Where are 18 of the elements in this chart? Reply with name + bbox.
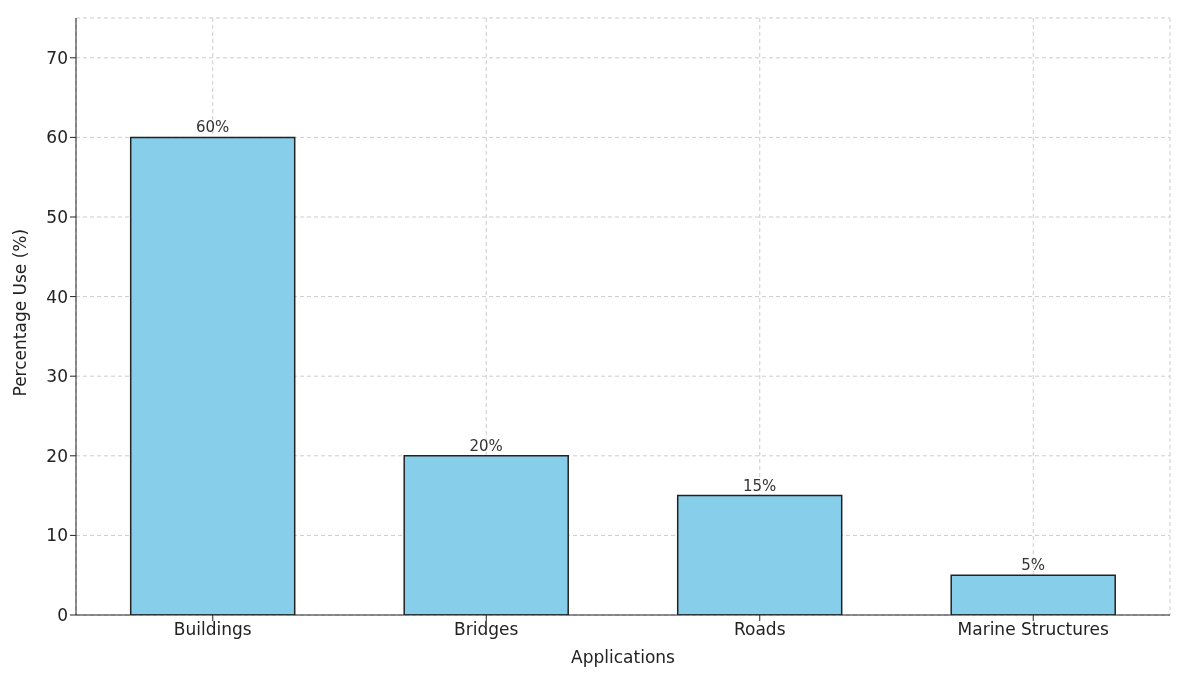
y-tick-label: 70 bbox=[46, 47, 68, 68]
x-tick-label: Buildings bbox=[173, 619, 252, 640]
y-tick-label: 60 bbox=[46, 127, 68, 148]
y-tick-label: 50 bbox=[46, 207, 68, 228]
x-tick-label: Marine Structures bbox=[957, 619, 1110, 640]
y-tick-label: 40 bbox=[46, 286, 68, 307]
y-tick-label: 10 bbox=[46, 525, 68, 546]
y-tick-label: 0 bbox=[57, 605, 68, 626]
y-tick-label: 30 bbox=[46, 366, 68, 387]
x-axis-title: Applications bbox=[571, 647, 676, 667]
x-tick-label: Roads bbox=[733, 619, 786, 640]
data-label: 60% bbox=[196, 118, 230, 137]
x-tick-label: Bridges bbox=[454, 619, 519, 640]
data-label: 15% bbox=[743, 476, 777, 495]
data-label: 20% bbox=[469, 436, 503, 455]
data-label: 5% bbox=[1021, 556, 1046, 575]
y-tick-label: 20 bbox=[46, 445, 68, 466]
y-axis-title: Percentage Use (%) bbox=[10, 228, 31, 397]
